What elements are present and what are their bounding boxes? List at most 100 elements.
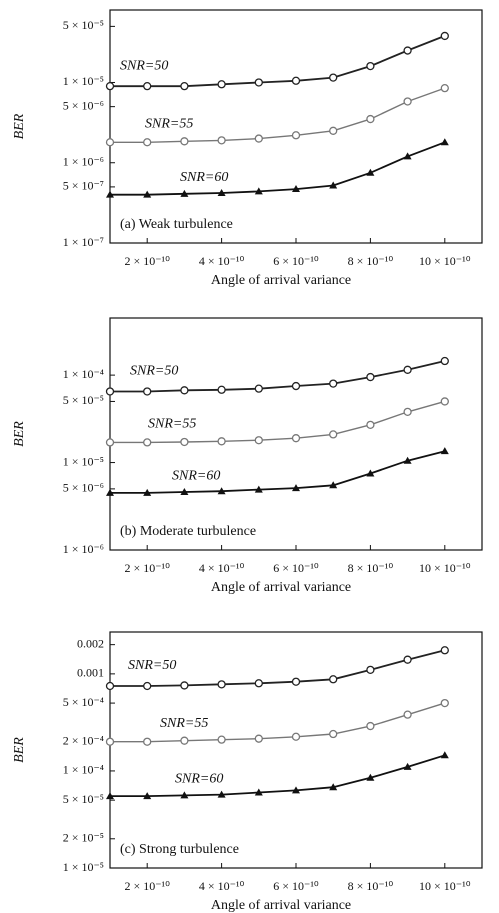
triangle-marker [217, 487, 226, 495]
circle-marker [366, 61, 375, 71]
y-tick-label: 2 × 10⁻⁵ [63, 831, 104, 845]
triangle-marker [106, 792, 114, 800]
triangle-marker [329, 481, 338, 489]
x-tick-label: 2 × 10⁻¹⁰ [124, 879, 170, 893]
circle-marker [329, 379, 338, 388]
series-line [110, 360, 446, 393]
y-tick-label: 1 × 10⁻⁵ [63, 454, 104, 468]
triangle-marker [440, 751, 449, 759]
x-tick-label: 10 × 10⁻¹⁰ [419, 879, 471, 893]
series-label: SNR=55 [148, 417, 196, 432]
circle-marker [254, 734, 263, 743]
triangle-marker [292, 185, 300, 193]
triangle-marker [254, 788, 263, 796]
y-tick-label: 5 × 10⁻⁶ [63, 481, 104, 495]
circle-marker [105, 387, 115, 396]
y-tick-label: 0.001 [77, 666, 104, 680]
circle-marker [143, 387, 152, 396]
circle-marker [217, 680, 226, 689]
plot-frame [109, 317, 483, 551]
panel: 1 × 10⁻⁶ 5 × 10⁻⁶ 1 × 10⁻⁵ 5 × 10⁻⁵ 1 × 10⁻⁴… [12, 317, 483, 595]
y-tick-label: 1 × 10⁻⁴ [63, 367, 104, 381]
series-label: SNR=60 [180, 170, 228, 185]
circle-marker [180, 437, 189, 447]
panel: 1 × 10⁻⁵ 2 × 10⁻⁵ 5 × 10⁻⁵ 1 × 10⁻⁴ 2 × 10⁻⁴… [12, 631, 483, 913]
x-axis-label: Angle of arrival variance [211, 273, 351, 288]
x-tick-label: 2 × 10⁻¹⁰ [124, 254, 170, 268]
y-tick-label: 1 × 10⁻⁴ [63, 763, 104, 777]
circle-marker [366, 721, 375, 731]
triangle-marker [440, 447, 449, 455]
circle-marker [440, 83, 449, 93]
y-tick-label: 5 × 10⁻⁵ [63, 393, 104, 407]
circle-marker [217, 385, 226, 394]
circle-marker [366, 114, 375, 124]
circle-marker [254, 384, 263, 393]
series-line [110, 141, 446, 196]
circle-marker [329, 675, 338, 684]
circle-marker [180, 681, 189, 690]
triangle-marker [329, 783, 338, 791]
series-line [110, 450, 446, 494]
triangle-marker [329, 181, 338, 189]
x-tick-label: 8 × 10⁻¹⁰ [348, 254, 394, 268]
circle-marker [366, 372, 375, 382]
circle-marker [180, 386, 189, 395]
circle-marker [105, 737, 115, 746]
circle-marker [254, 679, 263, 688]
series-label: SNR=55 [145, 116, 193, 131]
y-tick-label: 5 × 10⁻⁷ [63, 179, 104, 193]
series-label: SNR=60 [175, 772, 223, 787]
x-tick-label: 6 × 10⁻¹⁰ [273, 254, 319, 268]
circle-marker [440, 646, 449, 655]
circle-marker [403, 407, 412, 417]
x-tick-label: 2 × 10⁻¹⁰ [124, 561, 170, 575]
circle-marker [440, 698, 449, 708]
circle-marker [329, 126, 338, 135]
circle-marker [329, 729, 338, 739]
series-label: SNR=55 [160, 716, 208, 731]
circle-marker [291, 434, 301, 443]
y-axis-label: BER [12, 737, 27, 763]
circle-marker [366, 420, 375, 429]
x-tick-label: 4 × 10⁻¹⁰ [199, 879, 245, 893]
circle-marker [254, 436, 263, 445]
circle-marker [403, 46, 412, 55]
series-line [110, 35, 446, 88]
y-tick-label: 1 × 10⁻⁵ [63, 860, 104, 874]
triangle-marker [106, 190, 114, 198]
triangle-marker [217, 188, 226, 196]
series-line [110, 87, 446, 143]
y-tick-label: 5 × 10⁻⁵ [63, 18, 104, 32]
triangle-marker [106, 488, 114, 496]
circle-marker [217, 136, 226, 145]
circle-marker [403, 710, 412, 719]
triangle-marker [143, 488, 152, 496]
x-axis-label: Angle of arrival variance [211, 580, 351, 595]
circle-marker [143, 681, 152, 691]
panel-title: (b) Moderate turbulence [120, 524, 256, 539]
circle-marker [143, 82, 152, 91]
y-tick-label: 1 × 10⁻⁶ [63, 154, 104, 168]
x-tick-label: 4 × 10⁻¹⁰ [199, 254, 245, 268]
series-label: SNR=50 [120, 58, 168, 73]
circle-marker [217, 735, 226, 744]
circle-marker [254, 78, 263, 87]
y-tick-label: 1 × 10⁻⁵ [63, 74, 104, 88]
circle-marker [217, 437, 226, 446]
triangle-marker [366, 168, 375, 176]
triangle-marker [254, 485, 263, 493]
circle-marker [403, 97, 412, 106]
circle-marker [329, 73, 338, 82]
y-tick-label: 1 × 10⁻⁷ [63, 235, 104, 249]
circle-marker [105, 438, 115, 447]
circle-marker [291, 131, 301, 140]
circle-marker [403, 365, 412, 374]
triangle-marker [254, 187, 263, 195]
circle-marker [291, 381, 301, 391]
triangle-marker [143, 190, 152, 198]
circle-marker [180, 137, 189, 146]
y-axis-label: BER [12, 421, 27, 447]
triangle-marker [403, 762, 412, 770]
